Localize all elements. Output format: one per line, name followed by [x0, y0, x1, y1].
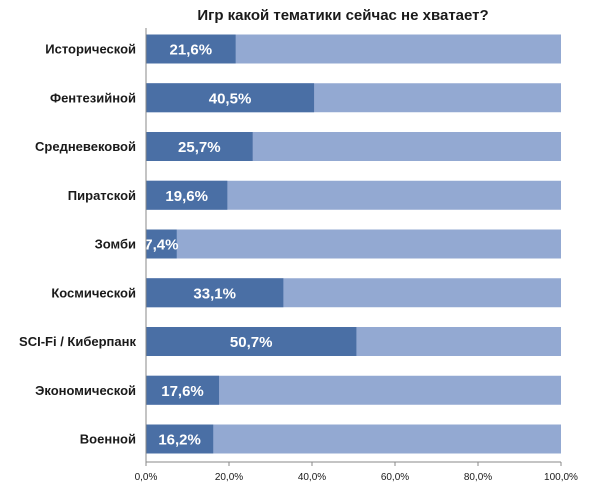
remainder-bar: [146, 229, 561, 259]
value-bar: [146, 229, 177, 259]
x-tick-label: 40,0%: [298, 472, 326, 483]
chart-title: Игр какой тематики сейчас не хватает?: [197, 7, 488, 24]
category-label: Экономической: [35, 383, 136, 398]
data-label: 25,7%: [178, 139, 221, 156]
category-label: Зомби: [95, 237, 136, 252]
category-label: Пиратской: [68, 188, 136, 203]
data-label: 50,7%: [230, 334, 273, 351]
value-bar: [146, 375, 220, 405]
labels-layer: Исторической 21,6% Фентезийной 40,5% Среднев…: [19, 42, 272, 449]
category-label: Военной: [80, 432, 136, 447]
x-tick-label: 60,0%: [381, 472, 409, 483]
category-label: Космической: [51, 285, 136, 300]
category-label: Фентезийной: [50, 90, 136, 105]
category-label: SCI-Fi / Киберпанк: [19, 334, 136, 349]
data-label: 17,6%: [161, 383, 204, 400]
value-bar: [146, 83, 315, 113]
x-axis: 0,0% 20,0% 40,0% 60,0% 80,0% 100,0%: [135, 28, 578, 483]
value-bar: [146, 424, 214, 454]
value-bar: [146, 34, 236, 64]
x-tick-label: 100,0%: [544, 472, 578, 483]
data-label: 21,6%: [170, 42, 213, 59]
category-label: Исторической: [45, 42, 136, 57]
x-tick-label: 20,0%: [215, 472, 243, 483]
category-label: Средневековой: [35, 139, 136, 154]
value-bar: [146, 180, 228, 210]
value-bar: [146, 278, 284, 308]
remainder-bar: [146, 424, 561, 454]
x-tick-label: 80,0%: [464, 472, 492, 483]
value-bar: [146, 327, 357, 356]
data-label: 19,6%: [165, 188, 208, 205]
data-label: 40,5%: [209, 90, 252, 107]
data-label: 33,1%: [193, 285, 236, 302]
data-label: 16,2%: [158, 432, 201, 449]
value-bar: [146, 132, 253, 161]
data-label: 7,4%: [144, 237, 178, 254]
x-tick-label: 0,0%: [135, 472, 158, 483]
bars-layer: [146, 34, 561, 454]
